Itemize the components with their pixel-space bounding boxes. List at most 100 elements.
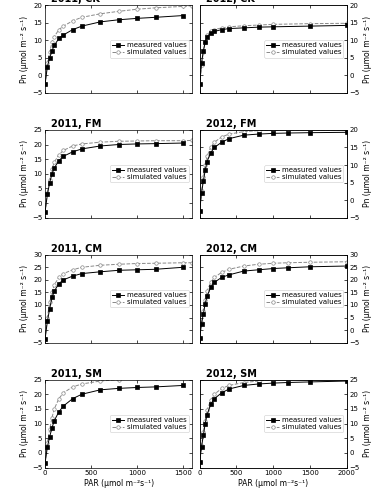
simulated values <box>227 131 232 137</box>
simulated values <box>52 159 56 165</box>
measured values <box>98 387 103 393</box>
measured values <box>308 264 312 270</box>
simulated values <box>205 153 209 159</box>
Line: simulated values: simulated values <box>198 128 348 212</box>
measured values <box>135 267 140 273</box>
Text: 2012, FM: 2012, FM <box>205 119 256 129</box>
measured values <box>197 334 202 340</box>
measured values <box>135 141 140 147</box>
Line: simulated values: simulated values <box>44 376 194 465</box>
Line: simulated values: simulated values <box>44 261 194 340</box>
simulated values <box>345 258 349 264</box>
Y-axis label: Pn (μmol m⁻² s⁻¹): Pn (μmol m⁻² s⁻¹) <box>363 16 372 82</box>
simulated values <box>256 128 261 134</box>
measured values <box>308 23 312 29</box>
measured values <box>197 81 202 87</box>
measured values <box>345 378 349 384</box>
simulated values <box>201 430 206 436</box>
simulated values <box>56 152 61 158</box>
measured values <box>197 208 202 214</box>
simulated values <box>43 460 47 466</box>
Legend: measured values, simulated values: measured values, simulated values <box>110 290 189 308</box>
Line: measured values: measured values <box>44 142 185 214</box>
simulated values <box>47 50 52 56</box>
simulated values <box>345 127 349 133</box>
simulated values <box>56 396 61 402</box>
simulated values <box>181 260 185 266</box>
measured values <box>61 403 66 409</box>
Legend: measured values, simulated values: measured values, simulated values <box>110 40 189 58</box>
simulated values <box>227 382 232 388</box>
measured values <box>47 434 52 440</box>
Line: simulated values: simulated values <box>44 4 194 86</box>
Line: simulated values: simulated values <box>44 138 194 214</box>
simulated values <box>135 138 140 144</box>
simulated values <box>212 26 217 32</box>
simulated values <box>98 139 103 145</box>
measured values <box>199 444 204 450</box>
simulated values <box>212 391 217 397</box>
simulated values <box>52 406 56 412</box>
simulated values <box>116 376 121 382</box>
measured values <box>199 321 204 327</box>
simulated values <box>220 25 224 31</box>
simulated values <box>43 81 47 87</box>
measured values <box>52 288 56 294</box>
measured values <box>212 280 217 285</box>
measured values <box>56 158 61 164</box>
Text: 2011, CM: 2011, CM <box>51 244 102 254</box>
simulated values <box>47 426 52 432</box>
simulated values <box>135 375 140 381</box>
measured values <box>256 381 261 387</box>
measured values <box>52 42 56 48</box>
measured values <box>70 149 75 155</box>
measured values <box>45 318 50 324</box>
measured values <box>45 444 50 450</box>
measured values <box>116 17 121 23</box>
measured values <box>241 268 246 274</box>
measured values <box>61 153 66 159</box>
measured values <box>98 143 103 149</box>
Line: simulated values: simulated values <box>198 376 348 464</box>
measured values <box>153 14 158 20</box>
simulated values <box>116 138 121 144</box>
measured values <box>227 386 232 392</box>
simulated values <box>80 381 84 387</box>
simulated values <box>45 440 50 446</box>
simulated values <box>190 138 195 143</box>
simulated values <box>241 263 246 269</box>
simulated values <box>220 386 224 392</box>
simulated values <box>50 414 54 420</box>
simulated values <box>271 376 276 382</box>
simulated values <box>197 458 202 464</box>
measured values <box>209 150 213 156</box>
Text: 2012, SM: 2012, SM <box>205 369 256 379</box>
simulated values <box>201 174 206 180</box>
measured values <box>52 165 56 171</box>
simulated values <box>203 39 207 45</box>
simulated values <box>43 209 47 215</box>
simulated values <box>135 6 140 12</box>
simulated values <box>241 380 246 386</box>
measured values <box>98 19 103 25</box>
simulated values <box>345 20 349 26</box>
simulated values <box>271 127 276 133</box>
simulated values <box>227 266 232 272</box>
measured values <box>271 266 276 272</box>
Line: measured values: measured values <box>198 380 348 464</box>
measured values <box>153 266 158 272</box>
simulated values <box>286 376 290 382</box>
measured values <box>271 130 276 136</box>
simulated values <box>271 22 276 28</box>
simulated values <box>197 334 202 340</box>
simulated values <box>70 267 75 273</box>
simulated values <box>286 127 290 133</box>
measured values <box>205 412 209 418</box>
measured values <box>201 311 206 317</box>
measured values <box>98 269 103 275</box>
measured values <box>308 379 312 385</box>
measured values <box>153 140 158 146</box>
simulated values <box>241 128 246 134</box>
measured values <box>220 139 224 145</box>
measured values <box>70 26 75 32</box>
